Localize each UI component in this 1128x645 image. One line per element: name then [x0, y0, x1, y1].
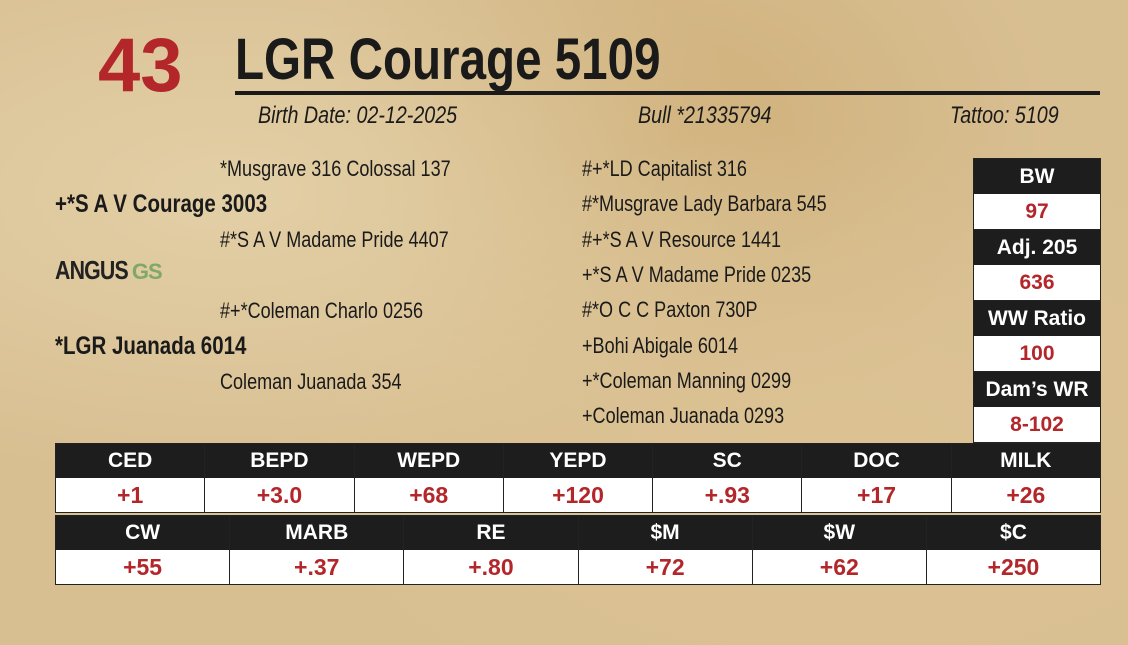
epd-column: SC +.93: [653, 444, 803, 512]
pedigree: #*S A V Madame Pride 4407: [220, 227, 499, 253]
epd-column: CED +1: [56, 444, 206, 512]
epd-column: $M +72: [578, 516, 753, 584]
dam: *LGR Juanada 6014: [55, 332, 247, 360]
great-grandparent-text: #+*S A V Resource 1441: [582, 226, 782, 252]
great-grandparent-text: +Bohi Abigale 6014: [582, 332, 738, 358]
great-grandparent: +Coleman Juanada 0293: [582, 403, 828, 429]
epd-value: +120: [552, 482, 604, 508]
epd-column: $W +62: [752, 516, 927, 584]
great-grandparent-text: #+*LD Capitalist 316: [582, 156, 747, 181]
performance-value: 8-102: [1010, 413, 1064, 436]
performance-value: 97: [974, 194, 1100, 230]
epd-table: CED +1 BEPD +3.0 WEPD +68 YEPD +120 SC +.93 DOC +17…: [55, 443, 1101, 513]
great-grandparent-text: +Coleman Juanada 0293: [582, 403, 785, 429]
lot-number: 43: [98, 23, 183, 108]
epd-label: $M: [578, 516, 752, 550]
great-grandparent-text: +*S A V Madame Pride 0235: [582, 261, 812, 287]
title-rule: [235, 91, 1100, 95]
performance-label: Adj. 205: [974, 230, 1100, 265]
performance-value: 636: [974, 265, 1100, 301]
great-grandparent-text: #*O C C Paxton 730P: [582, 297, 758, 323]
tattoo: Tattoo: 5109: [950, 102, 1083, 130]
great-grandparent: #+*S A V Resource 1441: [582, 227, 825, 253]
tattoo-text: Tattoo: 5109: [950, 102, 1059, 129]
pedigree: +*S A V Courage 3003: [55, 190, 314, 219]
performance-label: BW: [974, 159, 1100, 194]
epd-value: +250: [987, 554, 1040, 580]
great-grandparent: +Bohi Abigale 6014: [582, 333, 772, 359]
great-grandparent: +*S A V Madame Pride 0235: [582, 262, 861, 288]
pedigree: #+*Coleman Charlo 0256: [220, 298, 468, 324]
epd-value: +62: [819, 554, 859, 580]
epd-column: MILK +26: [951, 444, 1100, 512]
epd-value: +3.0: [256, 482, 303, 508]
pedigree: *Musgrave 316 Colossal 137: [220, 156, 501, 182]
epd-value: +26: [1006, 482, 1046, 508]
logo: ANGUS GS: [55, 255, 163, 286]
performance-value: 100: [974, 336, 1100, 372]
epd-label: DOC: [802, 444, 951, 478]
epd-value: +1: [117, 482, 144, 508]
epd-label: MARB: [230, 516, 404, 550]
epd-label: $W: [752, 516, 926, 550]
epd-column: WEPD +68: [354, 444, 504, 512]
animal-name: LGR Courage 5109: [235, 26, 754, 93]
great-grandparent: +*Coleman Manning 0299: [582, 368, 837, 394]
great-grandparent: #*O C C Paxton 730P: [582, 297, 796, 323]
registration: Bull *21335794: [638, 102, 801, 130]
animal-name-text: LGR Courage 5109: [235, 27, 661, 92]
great-grandparent: #+*LD Capitalist 316: [582, 156, 783, 182]
epd-label: WEPD: [354, 444, 503, 478]
epd-column: CW +55: [56, 516, 231, 584]
epd-value: +68: [409, 482, 449, 508]
logo-suffix: GS: [131, 259, 163, 284]
registration-text: Bull *21335794: [638, 102, 772, 129]
sire: +*S A V Courage 3003: [55, 190, 268, 218]
performance-label: Dam’s WR: [974, 372, 1100, 407]
epd-label: MILK: [951, 444, 1100, 478]
sire-sire: *Musgrave 316 Colossal 137: [220, 156, 451, 181]
great-grandparent-text: #*Musgrave Lady Barbara 545: [582, 191, 827, 217]
sire-dam: #*S A V Madame Pride 4407: [220, 227, 449, 252]
epd-label: RE: [404, 516, 578, 550]
logo-text: ANGUS: [55, 255, 129, 285]
epd-value: +17: [857, 482, 897, 508]
dam-sire: #+*Coleman Charlo 0256: [220, 298, 424, 323]
epd-value: +.93: [704, 482, 750, 508]
epd-label: CW: [56, 516, 230, 550]
birth-date-text: Birth Date: 02-12-2025: [258, 102, 458, 129]
epd-column: $C +250: [926, 516, 1101, 584]
epd-column: DOC +17: [802, 444, 952, 512]
epd-table: CW +55 MARB +.37 RE +.80 $M +72 $W +62 $C +250: [55, 515, 1101, 585]
great-grandparent: #*Musgrave Lady Barbara 545: [582, 191, 880, 217]
performance-box: BW 97 Adj. 205 636 WW Ratio 100 Dam’s WR 8-102: [973, 158, 1101, 443]
epd-label: $C: [926, 516, 1101, 550]
epd-label: YEPD: [503, 444, 653, 478]
epd-label: CED: [56, 444, 205, 478]
epd-column: BEPD +3.0: [205, 444, 355, 512]
pedigree: Coleman Juanada 354: [220, 369, 441, 395]
epd-label: SC: [653, 444, 802, 478]
epd-label: BEPD: [205, 444, 354, 478]
epd-value: +.37: [294, 554, 340, 580]
epd-value: +72: [645, 554, 685, 580]
birth-date: Birth Date: 02-12-2025: [258, 102, 501, 130]
dam-dam: Coleman Juanada 354: [220, 369, 402, 394]
epd-column: YEPD +120: [503, 444, 654, 512]
great-grandparent-text: +*Coleman Manning 0299: [582, 367, 792, 393]
pedigree: *LGR Juanada 6014: [55, 332, 288, 361]
performance-label: WW Ratio: [974, 301, 1100, 336]
epd-column: MARB +.37: [230, 516, 405, 584]
epd-value: +.80: [468, 554, 514, 580]
epd-value: +55: [123, 554, 163, 580]
epd-column: RE +.80: [404, 516, 579, 584]
